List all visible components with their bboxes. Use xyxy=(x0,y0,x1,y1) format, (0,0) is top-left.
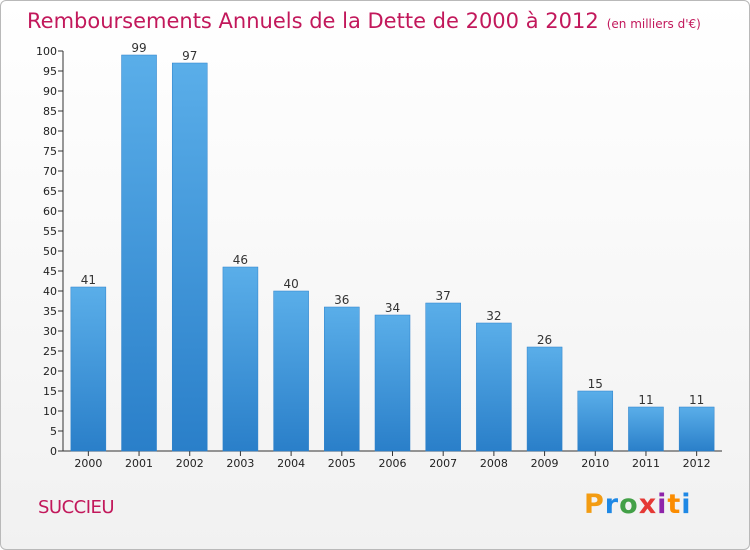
bar-value-label: 26 xyxy=(537,333,552,347)
bars: 41 99 97 46 40 36 34 37 32 26 15 11 11 xyxy=(70,41,715,452)
bar-value-label: 46 xyxy=(233,253,248,267)
y-tick-label: 85 xyxy=(43,105,57,118)
y-tick-label: 35 xyxy=(43,305,57,318)
x-tick-label: 2011 xyxy=(632,457,660,470)
bar xyxy=(425,302,461,452)
y-tick-label: 5 xyxy=(50,425,57,438)
bar-value-label: 37 xyxy=(436,289,451,303)
x-tick-label: 2004 xyxy=(277,457,305,470)
logo-letter: P xyxy=(584,489,605,520)
logo-letter: t xyxy=(667,489,682,520)
bar xyxy=(70,286,107,452)
bar-value-label: 15 xyxy=(588,377,603,391)
logo-letter: r xyxy=(604,489,620,520)
y-tick-label: 70 xyxy=(43,165,57,178)
y-tick-label: 20 xyxy=(43,365,57,378)
y-tick-label: 55 xyxy=(43,225,57,238)
x-tick-label: 2012 xyxy=(683,457,711,470)
bar-value-label: 36 xyxy=(334,293,349,307)
y-tick-label: 40 xyxy=(43,285,57,298)
x-tick-label: 2003 xyxy=(226,457,254,470)
bar xyxy=(577,390,614,452)
bar xyxy=(324,306,360,452)
logo-letter: x xyxy=(638,489,658,520)
x-tick-label: 2000 xyxy=(74,457,102,470)
bar xyxy=(678,406,715,452)
x-tick-label: 2001 xyxy=(125,457,153,470)
x-tick-label: 2005 xyxy=(328,457,356,470)
logo-letter: i xyxy=(657,489,668,520)
chart-title: Remboursements Annuels de la Dette de 20… xyxy=(27,9,701,33)
y-tick-label: 100 xyxy=(36,45,57,58)
y-tick-label: 95 xyxy=(43,65,57,78)
bar xyxy=(628,406,664,452)
bar-value-label: 34 xyxy=(385,301,400,315)
bar xyxy=(273,290,309,452)
bar xyxy=(222,266,259,452)
y-tick-label: 0 xyxy=(50,445,57,458)
x-tick-label: 2010 xyxy=(581,457,609,470)
bar xyxy=(526,346,563,452)
y-tick-label: 80 xyxy=(43,125,57,138)
bar xyxy=(121,54,157,452)
x-tick-label: 2008 xyxy=(480,457,508,470)
logo-letter: i xyxy=(681,489,692,520)
bar-value-label: 40 xyxy=(283,277,298,291)
bar-value-label: 97 xyxy=(182,49,197,63)
y-tick-label: 75 xyxy=(43,145,57,158)
y-tick-label: 90 xyxy=(43,85,57,98)
proxiti-logo[interactable]: Proxiti xyxy=(584,489,692,520)
logo-letter: o xyxy=(619,489,639,520)
bar-value-label: 11 xyxy=(689,393,704,407)
x-tick-label: 2002 xyxy=(176,457,204,470)
y-tick-label: 30 xyxy=(43,325,57,338)
y-axis: 0 5 10 15 20 25 30 35 40 45 50 55 60 65 70 75 80 85 90 95 10… xyxy=(36,45,64,458)
y-tick-label: 50 xyxy=(43,245,57,258)
y-tick-label: 25 xyxy=(43,345,57,358)
bar-value-label: 99 xyxy=(131,41,146,55)
bar xyxy=(374,314,411,452)
x-axis: 2000 2001 2002 2003 2004 2005 2006 2007 2008 2009… xyxy=(63,450,722,470)
y-tick-label: 60 xyxy=(43,205,57,218)
y-tick-label: 10 xyxy=(43,405,57,418)
bar xyxy=(171,62,208,452)
bar xyxy=(476,322,512,452)
bar-value-label: 32 xyxy=(486,309,501,323)
y-tick-label: 15 xyxy=(43,385,57,398)
x-tick-label: 2007 xyxy=(429,457,457,470)
bar-value-label: 41 xyxy=(81,273,96,287)
chart-subtitle: (en milliers d'€) xyxy=(606,17,701,31)
chart-title-text: Remboursements Annuels de la Dette de 20… xyxy=(27,9,599,33)
x-tick-label: 2009 xyxy=(531,457,559,470)
bar-value-label: 11 xyxy=(638,393,653,407)
x-tick-label: 2006 xyxy=(379,457,407,470)
y-tick-label: 65 xyxy=(43,185,57,198)
y-tick-label: 45 xyxy=(43,265,57,278)
commune-name: SUCCIEU xyxy=(38,497,115,518)
